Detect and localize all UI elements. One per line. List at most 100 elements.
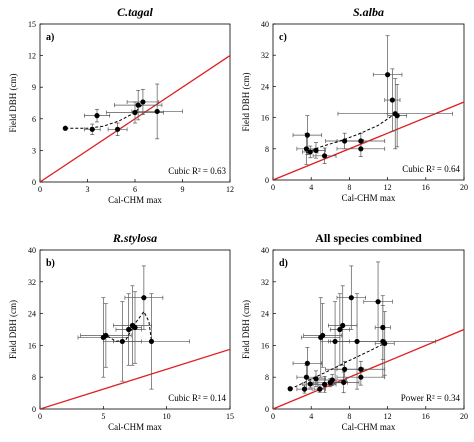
fit-curve xyxy=(306,113,396,154)
panel-title: S.alba xyxy=(353,5,384,19)
y-tick-label: 6 xyxy=(32,115,36,124)
data-point-17 xyxy=(342,366,348,372)
x-tick-label: 3 xyxy=(86,185,90,194)
y-tick-label: 32 xyxy=(28,278,36,287)
x-tick-label: 20 xyxy=(460,183,468,192)
chart-panel-2: 0 4 8 12 16 20 0 8 16 24 32 40 S.alba c) Cubic R² = 0.… xyxy=(241,5,468,203)
panel-label: b) xyxy=(46,258,55,269)
y-tick-label: 40 xyxy=(261,246,269,255)
data-point-8 xyxy=(148,338,155,345)
y-tick-label: 24 xyxy=(261,310,269,319)
fit-label: Cubic R² = 0.64 xyxy=(402,164,460,174)
x-tick-label: 4 xyxy=(309,412,313,421)
y-tick-label: 0 xyxy=(265,176,269,185)
y-tick-label: 0 xyxy=(265,405,269,414)
plot-area xyxy=(40,265,230,409)
data-point-2 xyxy=(301,386,308,392)
panel-title: All species combined xyxy=(315,231,422,245)
data-point-12 xyxy=(394,113,400,119)
y-tick-label: 8 xyxy=(265,145,269,154)
data-point-9 xyxy=(385,72,391,78)
data-point-20 xyxy=(358,374,364,380)
y-tick-label: 15 xyxy=(28,20,36,29)
data-point-5 xyxy=(132,109,138,116)
data-point-5 xyxy=(307,381,313,387)
x-tick-label: 0 xyxy=(38,412,42,421)
data-point-7 xyxy=(317,386,323,392)
panel-label: a) xyxy=(46,32,54,43)
data-point-7 xyxy=(141,295,147,301)
y-tick-label: 8 xyxy=(265,373,269,382)
y-axis-title: Field DBH (cm) xyxy=(8,300,18,359)
y-tick-label: 9 xyxy=(32,83,36,92)
plot-frame xyxy=(272,23,465,181)
data-point-10 xyxy=(321,381,328,387)
y-axis-title: Field DBH (cm) xyxy=(241,73,251,132)
x-tick-label: 0 xyxy=(271,183,275,192)
chart-panel-4: 0 4 8 12 16 20 0 8 16 24 32 40 All species combined d… xyxy=(241,231,468,432)
x-tick-label: 9 xyxy=(181,185,185,194)
x-tick-label: 10 xyxy=(163,412,171,421)
x-tick-label: 20 xyxy=(460,412,468,421)
plot-frame xyxy=(272,249,465,410)
data-point-4 xyxy=(304,360,310,366)
fit-label: Cubic R² = 0.14 xyxy=(168,393,226,403)
data-point-15 xyxy=(340,322,346,329)
x-tick-label: 8 xyxy=(347,183,351,192)
data-point-3 xyxy=(303,374,310,380)
plot-area xyxy=(40,55,230,182)
x-tick-label: 0 xyxy=(271,412,275,421)
y-tick-label: 0 xyxy=(32,405,36,414)
fit-label: Power R² = 0.34 xyxy=(401,393,461,403)
data-point-9 xyxy=(320,332,326,339)
y-tick-label: 16 xyxy=(28,341,36,350)
panel-label: d) xyxy=(279,258,288,269)
data-point-2 xyxy=(89,126,95,132)
plot-area xyxy=(273,261,464,409)
chart-panel-3: 0 5 10 15 0 8 16 24 32 40 R.stylosa b) Cubic R² = 0.… xyxy=(8,231,234,432)
data-point-6 xyxy=(135,102,141,108)
data-point-3 xyxy=(94,113,100,119)
data-point-4 xyxy=(313,147,319,153)
x-tick-label: 12 xyxy=(384,412,392,421)
x-axis-title: Cal-CHM max xyxy=(108,422,162,432)
y-axis-title: Field DBH (cm) xyxy=(8,74,18,133)
fit-curve xyxy=(103,310,152,342)
y-tick-label: 24 xyxy=(261,82,269,91)
data-point-12 xyxy=(329,377,335,383)
x-axis-title: Cal-CHM max xyxy=(342,422,396,432)
data-point-4 xyxy=(114,126,121,132)
data-point-6 xyxy=(342,138,348,144)
data-point-3 xyxy=(307,149,313,155)
x-tick-label: 5 xyxy=(101,412,105,421)
panel-label: c) xyxy=(279,32,287,43)
data-point-1 xyxy=(62,125,68,131)
data-point-6 xyxy=(313,376,319,382)
y-tick-label: 40 xyxy=(28,246,36,255)
data-point-18 xyxy=(348,295,354,301)
data-point-2 xyxy=(103,332,109,339)
data-point-22 xyxy=(375,299,381,305)
fit-label: Cubic R² = 0.63 xyxy=(168,166,226,176)
data-point-2 xyxy=(304,132,310,138)
plot-area xyxy=(273,35,464,180)
x-tick-label: 16 xyxy=(422,412,430,421)
data-point-21 xyxy=(358,366,364,372)
y-tick-label: 32 xyxy=(261,51,269,60)
x-tick-label: 15 xyxy=(226,412,234,421)
data-point-5 xyxy=(321,153,328,159)
x-tick-label: 0 xyxy=(38,185,42,194)
plot-frame xyxy=(39,249,231,410)
x-tick-label: 16 xyxy=(422,183,430,192)
y-tick-label: 8 xyxy=(32,373,36,382)
data-point-14 xyxy=(337,326,343,333)
fit-curve xyxy=(289,342,385,390)
x-axis-title: Cal-CHM max xyxy=(342,193,396,203)
data-point-3 xyxy=(119,338,125,345)
data-point-8 xyxy=(358,138,364,144)
y-tick-label: 0 xyxy=(32,178,36,187)
data-point-16 xyxy=(341,379,347,385)
panel-title: C.tagal xyxy=(117,5,153,19)
data-point-1 xyxy=(287,386,293,392)
